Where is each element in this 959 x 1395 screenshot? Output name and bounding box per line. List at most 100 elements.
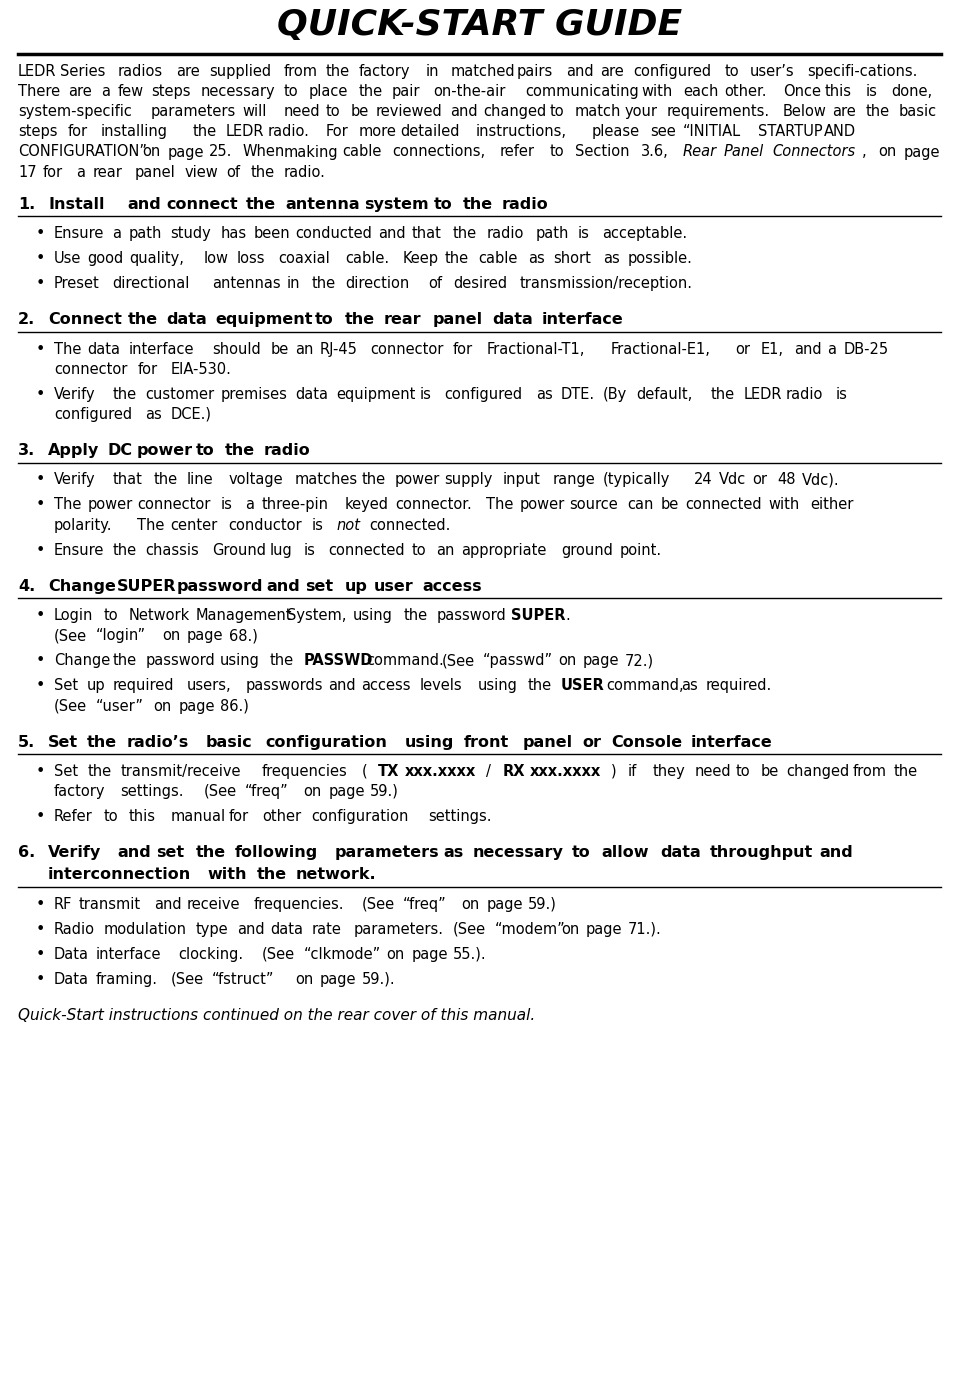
Text: to: to <box>550 145 565 159</box>
Text: desired: desired <box>453 276 507 292</box>
Text: on: on <box>295 972 314 988</box>
Text: or: or <box>752 473 767 487</box>
Text: installing: installing <box>101 124 168 140</box>
Text: ground: ground <box>561 543 613 558</box>
Text: SUPER: SUPER <box>511 608 566 624</box>
Text: the: the <box>270 653 294 668</box>
Text: “freq”: “freq” <box>246 784 289 799</box>
Text: data: data <box>167 312 207 328</box>
Text: acceptable.: acceptable. <box>602 226 688 241</box>
Text: connector: connector <box>370 342 443 357</box>
Text: clocking.: clocking. <box>178 947 244 961</box>
Text: transmission/reception.: transmission/reception. <box>520 276 692 292</box>
Text: LEDR: LEDR <box>18 64 57 80</box>
Text: xxx.xxxx: xxx.xxxx <box>529 764 601 778</box>
Text: panel: panel <box>523 735 573 749</box>
Text: “passwd”: “passwd” <box>483 653 553 668</box>
Text: to: to <box>284 84 298 99</box>
Text: There: There <box>18 84 60 99</box>
Text: page: page <box>178 699 215 714</box>
Text: Verify: Verify <box>54 473 96 487</box>
Text: Set: Set <box>48 735 78 749</box>
Text: radio.: radio. <box>284 165 326 180</box>
Text: frequencies: frequencies <box>262 764 347 778</box>
Text: conductor: conductor <box>228 518 302 533</box>
Text: with: with <box>642 84 672 99</box>
Text: path: path <box>536 226 570 241</box>
Text: that: that <box>411 226 441 241</box>
Text: interface: interface <box>690 735 772 749</box>
Text: interface: interface <box>541 312 623 328</box>
Text: done,: done, <box>891 84 932 99</box>
Text: a: a <box>827 342 836 357</box>
Text: source: source <box>570 498 619 512</box>
Text: the: the <box>359 84 383 99</box>
Text: command.: command. <box>366 653 444 668</box>
Text: quality,: quality, <box>129 251 184 266</box>
Text: ): ) <box>611 764 617 778</box>
Text: Vdc: Vdc <box>719 473 746 487</box>
Text: few: few <box>118 84 144 99</box>
Text: radio: radio <box>486 226 524 241</box>
Text: requirements.: requirements. <box>667 105 769 119</box>
Text: a: a <box>112 226 121 241</box>
Text: the: the <box>463 197 493 212</box>
Text: low: low <box>203 251 228 266</box>
Text: allow: allow <box>601 845 649 861</box>
Text: xxx.xxxx: xxx.xxxx <box>405 764 476 778</box>
Text: 5.: 5. <box>18 735 35 749</box>
Text: please: please <box>592 124 640 140</box>
Text: framing.: framing. <box>96 972 157 988</box>
Text: ,: , <box>862 145 866 159</box>
Text: short: short <box>552 251 591 266</box>
Text: view: view <box>184 165 218 180</box>
Text: be: be <box>661 498 679 512</box>
Text: a: a <box>76 165 85 180</box>
Text: radios: radios <box>118 64 163 80</box>
Text: access: access <box>423 579 482 594</box>
Text: connected: connected <box>328 543 405 558</box>
Text: Ensure: Ensure <box>54 226 105 241</box>
Text: on: on <box>561 922 579 936</box>
Text: Verify: Verify <box>54 386 96 402</box>
Text: frequencies.: frequencies. <box>253 897 344 911</box>
Text: TX: TX <box>378 764 400 778</box>
Text: reviewed: reviewed <box>375 105 442 119</box>
Text: will: will <box>243 105 267 119</box>
Text: 3.6,: 3.6, <box>642 145 669 159</box>
Text: •: • <box>36 226 45 241</box>
Text: Set: Set <box>54 764 78 778</box>
Text: on: on <box>162 628 180 643</box>
Text: more: more <box>359 124 397 140</box>
Text: as: as <box>681 678 697 693</box>
Text: Once: Once <box>783 84 821 99</box>
Text: to: to <box>550 105 565 119</box>
Text: has: has <box>221 226 246 241</box>
Text: and: and <box>567 64 595 80</box>
Text: Ground: Ground <box>212 543 266 558</box>
Text: Refer: Refer <box>54 809 93 824</box>
Text: connected: connected <box>686 498 762 512</box>
Text: user’s: user’s <box>750 64 794 80</box>
Text: this: this <box>129 809 155 824</box>
Text: of: of <box>428 276 442 292</box>
Text: Rear: Rear <box>683 145 717 159</box>
Text: Connect: Connect <box>48 312 122 328</box>
Text: 59.): 59.) <box>527 897 556 911</box>
Text: receive: receive <box>187 897 241 911</box>
Text: Use: Use <box>54 251 82 266</box>
Text: to: to <box>433 197 453 212</box>
Text: password: password <box>176 579 263 594</box>
Text: on-the-air: on-the-air <box>433 84 506 99</box>
Text: is: is <box>221 498 232 512</box>
Text: as: as <box>444 845 464 861</box>
Text: command,: command, <box>606 678 684 693</box>
Text: RF: RF <box>54 897 72 911</box>
Text: interface: interface <box>96 947 161 961</box>
Text: 72.): 72.) <box>624 653 653 668</box>
Text: and: and <box>378 226 406 241</box>
Text: configured: configured <box>633 64 712 80</box>
Text: LEDR: LEDR <box>744 386 783 402</box>
Text: 59.).: 59.). <box>362 972 395 988</box>
Text: supplied: supplied <box>209 64 271 80</box>
